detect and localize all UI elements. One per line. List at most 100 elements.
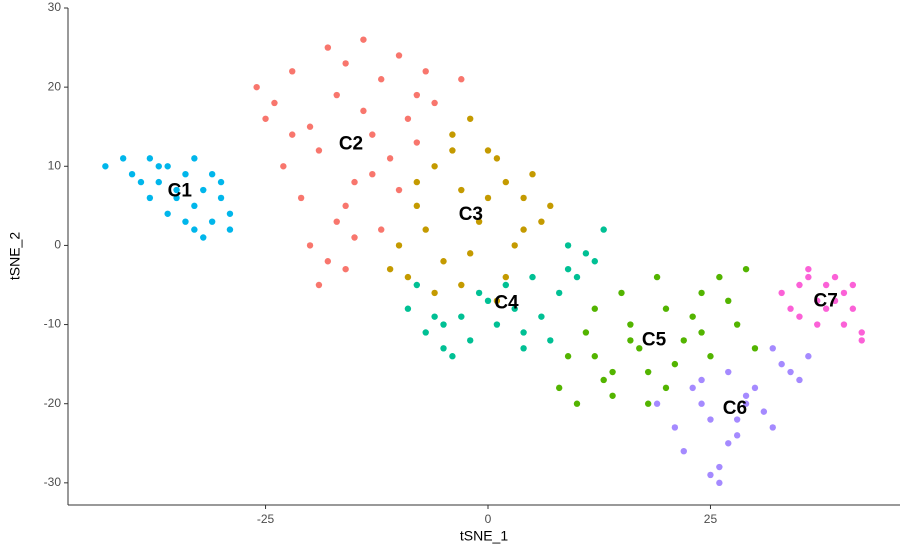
point [840, 321, 848, 328]
point [217, 178, 225, 186]
point [600, 376, 607, 384]
point [858, 329, 865, 336]
point [128, 170, 136, 178]
point [191, 155, 198, 162]
point [208, 170, 216, 178]
point [404, 305, 412, 312]
point [742, 400, 750, 407]
point [191, 202, 198, 210]
point [742, 265, 750, 273]
point [467, 337, 474, 344]
point [351, 178, 358, 186]
point [573, 400, 581, 407]
point [146, 155, 154, 162]
point [360, 107, 367, 115]
point [369, 131, 376, 138]
point [484, 147, 492, 154]
point [769, 345, 776, 352]
cluster-label: C5 [642, 329, 667, 350]
point [600, 226, 607, 233]
y-tick-label: 0 [54, 238, 61, 252]
x-tick-label: -25 [257, 512, 275, 526]
point [822, 281, 830, 289]
point [493, 297, 501, 305]
point [404, 115, 412, 122]
point [467, 250, 474, 257]
point [591, 305, 598, 312]
point [253, 83, 260, 91]
point [644, 368, 652, 376]
point [431, 99, 438, 107]
point [698, 400, 705, 407]
point [297, 194, 305, 202]
point [306, 242, 314, 249]
point [573, 273, 581, 281]
point [289, 131, 296, 138]
point [689, 313, 696, 320]
point [102, 163, 109, 170]
point [146, 194, 154, 202]
point [529, 170, 536, 178]
x-tick-label: 0 [485, 512, 492, 526]
cluster-label: C7 [814, 291, 838, 312]
point [333, 218, 340, 225]
point [449, 147, 456, 154]
cluster-label: C3 [459, 204, 483, 225]
point [431, 289, 438, 297]
point [413, 202, 421, 210]
point [520, 194, 527, 202]
point [182, 170, 189, 178]
point [627, 337, 634, 344]
point [591, 353, 598, 360]
point [306, 123, 314, 130]
point [805, 273, 812, 281]
point [849, 305, 857, 312]
point [413, 178, 421, 186]
point [458, 186, 465, 194]
point [822, 305, 830, 312]
point [395, 186, 403, 194]
point [787, 368, 794, 376]
point [564, 265, 572, 273]
point [369, 170, 376, 178]
point [698, 376, 705, 384]
point [413, 91, 421, 99]
point [662, 384, 670, 392]
point [458, 313, 465, 320]
point [662, 305, 670, 312]
point [644, 400, 652, 407]
point [395, 242, 403, 249]
y-tick-label: 30 [48, 0, 62, 14]
point [315, 147, 323, 154]
point [226, 210, 234, 217]
point [324, 44, 332, 51]
point [422, 68, 429, 75]
point [778, 289, 785, 297]
point [707, 471, 714, 479]
point [778, 360, 785, 368]
point [725, 440, 732, 447]
point [716, 479, 723, 487]
point [582, 329, 590, 336]
point [493, 155, 501, 162]
point [849, 281, 857, 289]
point [725, 297, 732, 305]
point [538, 218, 545, 225]
point [618, 289, 625, 297]
point [538, 313, 545, 320]
point [200, 186, 207, 194]
point [831, 297, 839, 305]
y-tick-label: -30 [44, 475, 62, 489]
point [831, 273, 839, 281]
point [324, 258, 332, 265]
point [671, 360, 679, 368]
point [475, 289, 483, 297]
point [467, 115, 474, 122]
point [342, 202, 349, 210]
point [555, 289, 563, 297]
cluster-label: C6 [723, 398, 747, 419]
point [404, 273, 412, 281]
point [164, 210, 171, 217]
point [208, 218, 216, 225]
